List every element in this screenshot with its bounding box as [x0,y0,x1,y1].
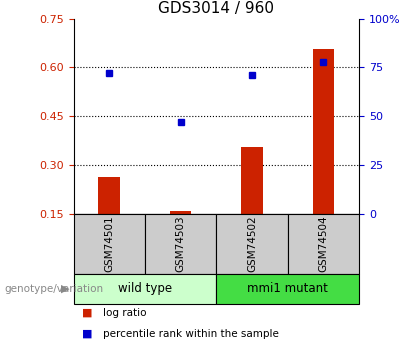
Text: GSM74502: GSM74502 [247,215,257,272]
Bar [288,214,359,274]
Text: GSM74503: GSM74503 [176,215,186,272]
Bar [170,211,191,214]
Text: mmi1 mutant: mmi1 mutant [247,282,328,295]
Text: GSM74504: GSM74504 [318,215,328,272]
Bar [312,49,334,214]
Bar [216,274,359,304]
Bar [98,177,120,214]
Bar [74,214,145,274]
Bar [74,274,216,304]
Text: ■: ■ [82,308,92,318]
Bar [216,214,288,274]
Text: genotype/variation: genotype/variation [4,284,103,294]
Text: log ratio: log ratio [103,308,147,318]
Text: ▶: ▶ [61,284,69,294]
Text: ■: ■ [82,329,92,339]
Text: GSM74501: GSM74501 [104,215,114,272]
Text: percentile rank within the sample: percentile rank within the sample [103,329,279,339]
Bar [241,147,263,214]
Title: GDS3014 / 960: GDS3014 / 960 [158,1,274,16]
Text: wild type: wild type [118,282,172,295]
Bar [145,214,216,274]
